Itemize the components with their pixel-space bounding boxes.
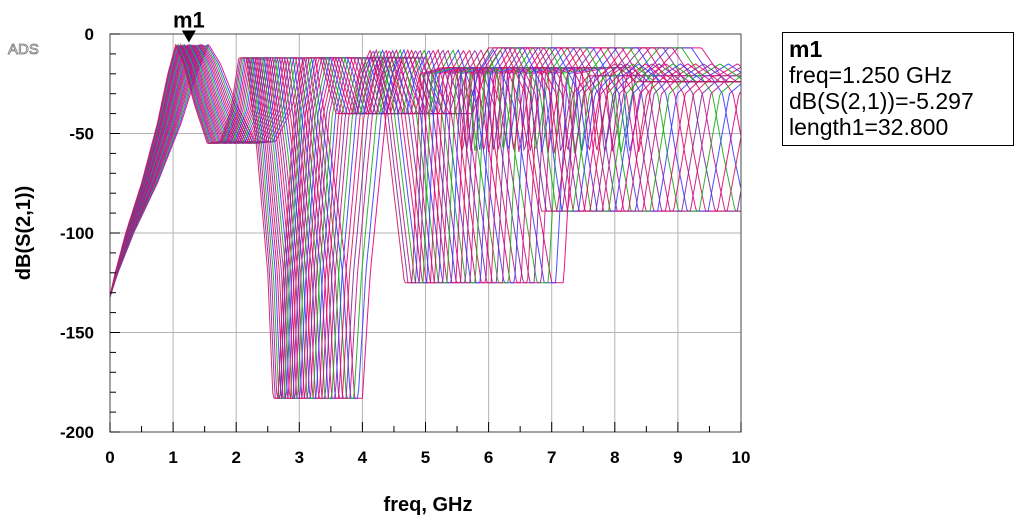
y-axis-title: dB(S(2,1)) — [13, 186, 35, 280]
series-line — [110, 44, 741, 399]
marker-readout-box: m1 freq=1.250 GHz dB(S(2,1))=-5.297 leng… — [782, 32, 1014, 146]
x-tick-label: 3 — [295, 448, 304, 467]
y-tick-label: -150 — [60, 324, 94, 343]
x-tick-label: 6 — [484, 448, 493, 467]
marker-triangle-icon[interactable] — [181, 30, 196, 43]
y-tick-label: -200 — [60, 423, 94, 442]
x-tick-label: 8 — [610, 448, 619, 467]
marker-m1[interactable]: m1 — [173, 8, 205, 43]
x-axis-title: freq, GHz — [384, 494, 473, 516]
series-line — [110, 43, 741, 399]
series-line — [110, 43, 741, 399]
readout-freq: freq=1.250 GHz — [789, 62, 953, 88]
y-tick-label: 0 — [85, 25, 94, 44]
x-tick-label: 9 — [673, 448, 682, 467]
series-line — [110, 45, 741, 399]
x-tick-label: 2 — [231, 448, 240, 467]
trace-family — [110, 43, 741, 399]
x-tick-label: 4 — [358, 448, 368, 467]
readout-value: dB(S(2,1))=-5.297 — [789, 88, 974, 114]
y-tick-label: -50 — [69, 125, 94, 144]
series-line — [110, 43, 741, 399]
x-tick-label: 1 — [168, 448, 177, 467]
marker-label: m1 — [173, 8, 205, 33]
readout-sweep: length1=32.800 — [789, 114, 949, 140]
series-line — [110, 43, 741, 399]
axes: 0 1 2 3 4 5 6 7 8 9 10 0 -50 -100 -150 -200 — [60, 25, 750, 467]
y-tick-label: -100 — [60, 224, 94, 243]
series-line — [110, 44, 741, 399]
ads-logo: ADS — [8, 41, 39, 58]
x-tick-label: 0 — [105, 448, 114, 467]
x-tick-label: 7 — [547, 448, 556, 467]
series-line — [110, 44, 741, 399]
x-tick-label: 5 — [421, 448, 430, 467]
series-line — [110, 43, 741, 399]
readout-marker-name: m1 — [789, 36, 823, 62]
x-tick-label: 10 — [732, 448, 751, 467]
series-line — [110, 43, 741, 399]
